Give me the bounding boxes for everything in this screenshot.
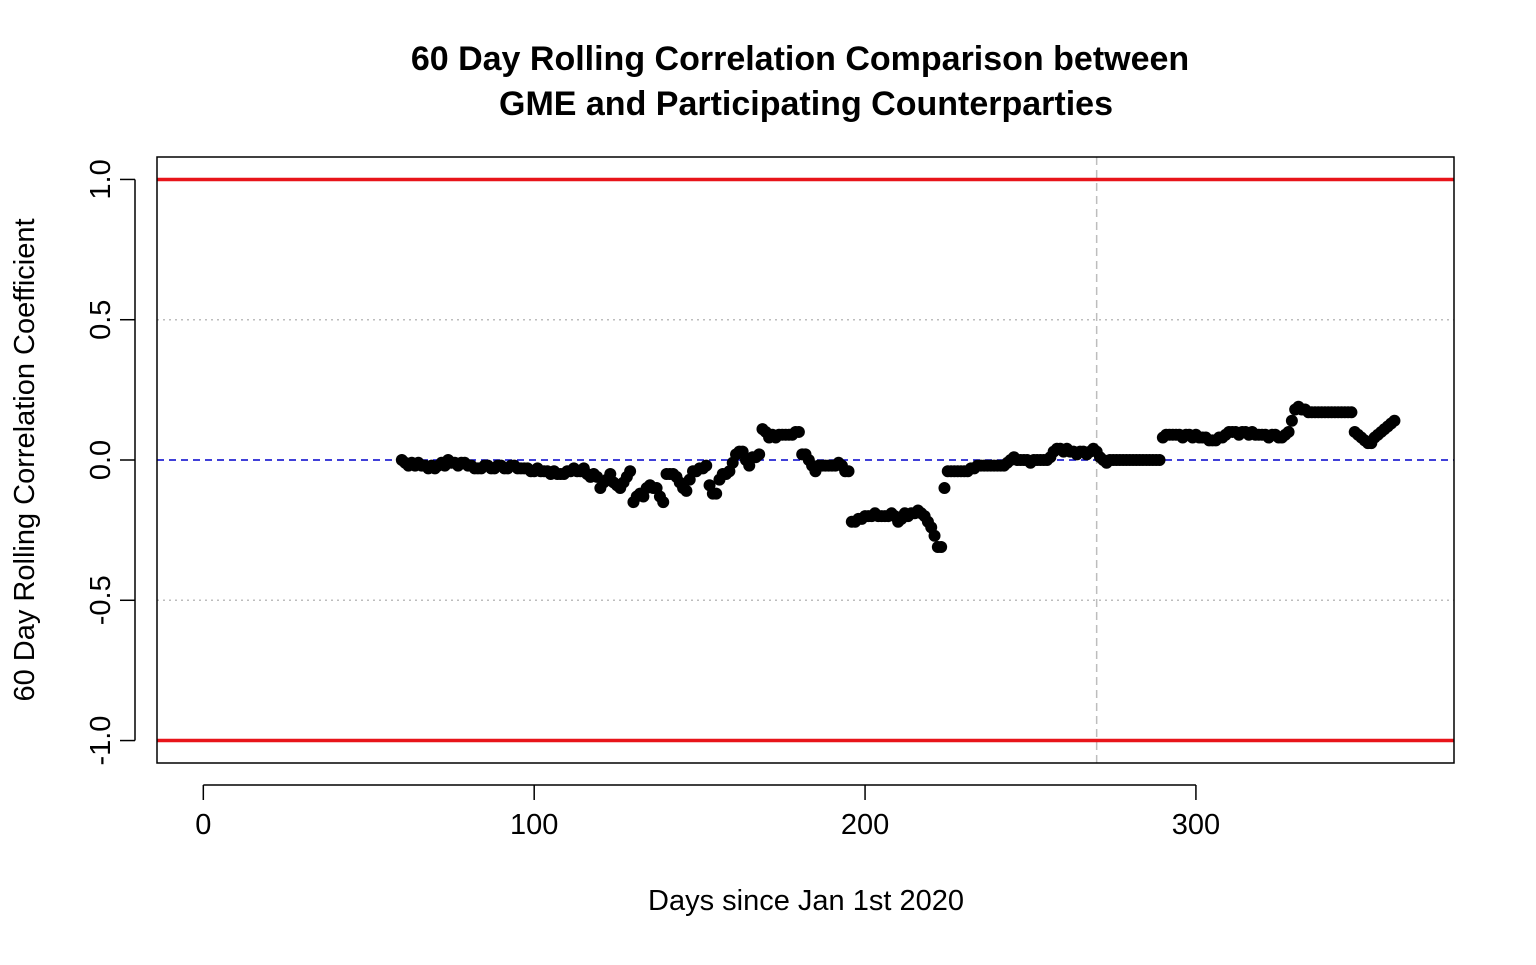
y-tick-label: -0.5 <box>85 575 117 625</box>
x-axis-label: Days since Jan 1st 2020 <box>648 885 964 917</box>
data-point <box>1153 454 1166 466</box>
data-point <box>938 482 951 495</box>
data-point <box>792 425 805 438</box>
x-tick-label: 0 <box>195 809 211 841</box>
data-points <box>395 400 1401 553</box>
y-tick-label: 0.5 <box>85 300 117 340</box>
y-tick-label: 0.0 <box>85 440 117 480</box>
y-axis: -1.0 -0.5 0.0 0.5 1.0 <box>85 159 136 766</box>
data-point <box>710 487 723 500</box>
data-point <box>842 465 855 478</box>
data-point <box>1345 406 1358 419</box>
x-tick-label: 100 <box>510 809 558 841</box>
data-point <box>680 484 693 497</box>
data-point <box>753 448 766 461</box>
y-tick-label: -1.0 <box>85 716 117 766</box>
data-point <box>1285 414 1298 427</box>
data-point <box>1388 414 1401 427</box>
plot-frame <box>156 156 1455 764</box>
data-point <box>700 459 713 472</box>
chart-title-line2: GME and Participating Counterparties <box>499 85 1113 123</box>
data-point <box>1282 425 1295 438</box>
data-point <box>935 540 948 553</box>
x-tick-label: 300 <box>1172 809 1220 841</box>
x-tick-label: 200 <box>841 809 889 841</box>
y-tick-label: 1.0 <box>85 159 117 199</box>
y-axis-label: 60 Day Rolling Correlation Coefficient <box>9 218 41 701</box>
data-point <box>928 529 941 542</box>
x-axis: 0 100 200 300 <box>195 784 1220 841</box>
data-point <box>624 465 637 478</box>
chart-title-line1: 60 Day Rolling Correlation Comparison be… <box>411 40 1189 78</box>
data-point <box>657 496 670 509</box>
